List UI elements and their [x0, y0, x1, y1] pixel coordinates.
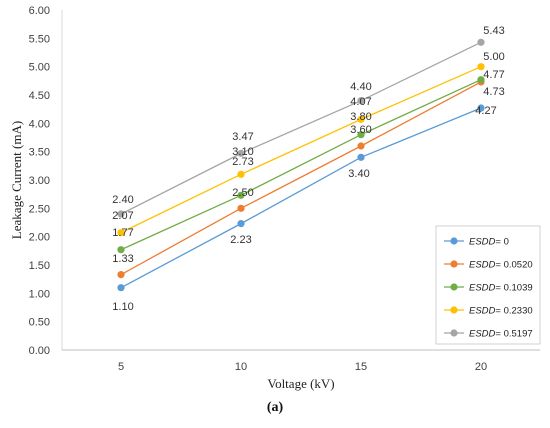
data-label: 4.27 — [475, 105, 496, 117]
data-label: 5.00 — [483, 51, 504, 63]
leakage-current-chart: 0.00 0.50 1.00 1.50 2.00 2.50 3.00 3.50 4.00 4.50… — [9, 5, 541, 391]
legend-marker — [450, 283, 458, 291]
x-tick-label: 15 — [355, 361, 367, 373]
y-tick-label: 0.50 — [29, 317, 50, 329]
series-line — [120, 66, 482, 234]
data-point — [117, 284, 125, 292]
y-tick-label: 6.00 — [29, 5, 50, 17]
legend-label: ESDD= 0 — [469, 237, 509, 248]
data-point — [477, 63, 485, 71]
series-line — [120, 81, 482, 276]
data-label: 2.40 — [112, 194, 133, 206]
series-lines — [117, 38, 485, 292]
data-label: 4.73 — [483, 86, 504, 98]
data-label: 1.10 — [112, 301, 133, 313]
x-tick-label: 10 — [235, 361, 247, 373]
data-point — [357, 131, 365, 139]
figure-caption: (a) — [266, 400, 284, 415]
data-point — [117, 271, 125, 279]
x-tick-label: 20 — [475, 361, 487, 373]
data-label: 3.80 — [350, 111, 371, 123]
y-tick-label: 3.50 — [29, 147, 50, 159]
data-label: 3.47 — [232, 131, 253, 143]
data-label: 3.40 — [348, 168, 369, 180]
y-tick-label: 4.50 — [29, 90, 50, 102]
data-label: 4.07 — [350, 96, 371, 108]
legend-label: ESDD= 0.2330 — [469, 306, 533, 317]
axes — [61, 10, 540, 351]
data-point — [357, 142, 365, 150]
data-labels: 1.10 2.23 3.40 4.27 1.33 2.50 3.60 4.73 1.77 2.73… — [112, 25, 504, 313]
series-line — [120, 107, 482, 289]
y-tick-label: 1.00 — [29, 288, 50, 300]
series-line — [120, 79, 482, 251]
data-label: 2.07 — [112, 210, 133, 222]
legend-marker — [450, 306, 458, 314]
y-tick-label: 3.00 — [29, 175, 50, 187]
legend-label: ESDD= 0.5197 — [469, 329, 533, 340]
data-point — [477, 104, 485, 112]
data-label: 2.73 — [232, 156, 253, 168]
y-tick-labels: 0.00 0.50 1.00 1.50 2.00 2.50 3.00 3.50 4.00 4.50… — [29, 5, 50, 357]
x-tick-label: 5 — [118, 361, 124, 373]
data-point — [117, 210, 125, 218]
y-tick-label: 4.00 — [29, 118, 50, 130]
x-axis-title: Voltage (kV) — [267, 376, 334, 391]
data-point — [477, 38, 485, 46]
data-point — [477, 76, 485, 84]
data-point — [357, 97, 365, 105]
y-tick-label: 0.00 — [29, 345, 50, 357]
legend-label: ESDD= 0.1039 — [469, 283, 533, 294]
data-point — [357, 115, 365, 123]
y-tick-label: 2.00 — [29, 232, 50, 244]
legend-label: ESDD= 0.0520 — [469, 260, 533, 271]
data-label: 5.43 — [483, 25, 504, 37]
data-point — [237, 220, 245, 228]
x-tick-labels: 5 10 15 20 — [118, 361, 487, 373]
data-label: 2.50 — [232, 187, 253, 199]
data-point — [237, 191, 245, 199]
data-label: 4.40 — [350, 81, 371, 93]
y-tick-label: 2.50 — [29, 203, 50, 215]
data-label: 2.23 — [230, 234, 251, 246]
data-point — [357, 153, 365, 161]
series-line — [120, 41, 482, 215]
data-point — [237, 170, 245, 178]
legend-marker — [450, 237, 458, 245]
data-label: 3.10 — [232, 146, 253, 158]
data-point — [117, 246, 125, 254]
legend: ESDD= 0 ESDD= 0.0520 ESDD= 0.1039 ESDD= 0.2… — [435, 225, 541, 345]
data-label: 1.33 — [112, 253, 133, 265]
data-label: 3.60 — [350, 124, 371, 136]
y-tick-label: 5.50 — [29, 33, 50, 45]
y-tick-label: 5.00 — [29, 62, 50, 74]
data-point — [237, 204, 245, 212]
data-label: 4.77 — [483, 69, 504, 81]
data-point — [117, 229, 125, 237]
data-label: 1.77 — [112, 227, 133, 239]
legend-marker — [450, 260, 458, 268]
data-point — [237, 149, 245, 157]
y-tick-label: 1.50 — [29, 260, 50, 272]
legend-marker — [450, 329, 458, 337]
y-axis-title: Leakage Current (mA) — [9, 121, 24, 239]
